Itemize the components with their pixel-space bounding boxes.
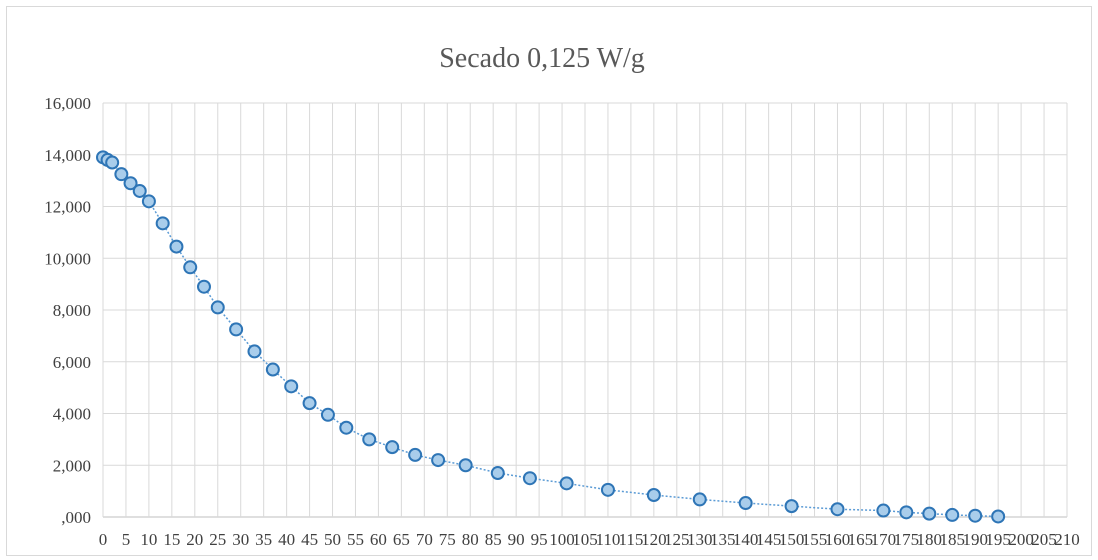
x-tick-label: 155 [802,530,828,549]
data-point [105,155,120,170]
data-point [385,440,400,455]
data-point [490,466,505,481]
data-point [646,488,661,503]
data-point [991,509,1006,524]
y-tick-label: 16,000 [44,94,91,113]
x-tick-label: 210 [1054,530,1080,549]
x-tick-label: 85 [485,530,502,549]
data-point [458,458,473,473]
data-point [522,471,537,486]
x-tick-label: 130 [687,530,713,549]
x-tick-label: 5 [122,530,131,549]
x-tick-label: 115 [618,530,643,549]
x-tick-label: 55 [347,530,364,549]
data-point [132,183,147,198]
x-tick-label: 80 [462,530,479,549]
data-point [431,453,446,468]
data-point [155,216,170,231]
series-layer [96,150,1006,524]
x-tick-label: 165 [848,530,874,549]
data-point [247,344,262,359]
data-point [899,505,914,520]
data-point [876,503,891,518]
data-point [123,176,138,191]
x-tick-label: 50 [324,530,341,549]
x-tick-label: 40 [278,530,295,549]
x-tick-label: 190 [962,530,988,549]
x-tick-label: 45 [301,530,318,549]
x-tick-label: 10 [140,530,157,549]
x-tick-label: 75 [439,530,456,549]
data-point [784,499,799,514]
data-point [922,506,937,521]
x-tick-label: 90 [508,530,525,549]
data-point [559,476,574,491]
y-tick-label: 14,000 [44,146,91,165]
scatter-chart: Secado 0,125 W/g ,000 2,000 4,000 6,000 8,00… [44,43,1080,549]
x-tick-label: 160 [825,530,851,549]
data-point [738,496,753,511]
data-point [169,239,184,254]
data-point [196,279,211,294]
x-tick-label: 145 [756,530,782,549]
y-tick-label: 10,000 [44,249,91,268]
y-tick-label: 6,000 [53,353,91,372]
x-tick-label: 35 [255,530,272,549]
x-tick-label: 25 [209,530,226,549]
data-point [265,362,280,377]
data-point [968,508,983,523]
data-point [408,447,423,462]
x-tick-label: 200 [1008,530,1034,549]
data-point [302,396,317,411]
data-point [320,407,335,422]
x-tick-label: 120 [641,530,667,549]
x-tick-label: 70 [416,530,433,549]
x-tick-label: 180 [917,530,943,549]
y-tick-label: 12,000 [44,198,91,217]
data-point [362,432,377,447]
x-tick-label: 95 [531,530,548,549]
data-point [945,507,960,522]
data-point [600,482,615,497]
x-tick-label: 135 [710,530,736,549]
x-tick-label: 110 [596,530,621,549]
data-point [830,502,845,517]
x-tick-label: 65 [393,530,410,549]
x-tick-label: 30 [232,530,249,549]
data-point [114,167,129,182]
chart-title: Secado 0,125 W/g [439,43,645,74]
x-tick-label: 125 [664,530,690,549]
x-tick-label: 0 [99,530,108,549]
grid-layer [102,102,1068,518]
series-line [102,156,999,518]
x-tick-label: 15 [163,530,180,549]
y-tick-label: 2,000 [53,456,91,475]
x-tick-label: 100 [549,530,575,549]
y-tick-label: 8,000 [53,301,91,320]
y-tick-label: ,000 [61,508,91,527]
data-point [339,420,354,435]
data-point [141,194,156,209]
x-axis: 0 5 10 15 20 25 30 35 40 45 50 55 60 65 70 75 80 85 90 95 10… [99,530,1080,549]
data-point [183,260,198,275]
data-point [210,300,225,315]
x-tick-label: 20 [186,530,203,549]
x-tick-label: 150 [779,530,805,549]
x-tick-label: 195 [985,530,1011,549]
data-point [284,379,299,394]
data-point [692,492,707,507]
x-tick-label: 170 [871,530,897,549]
x-tick-label: 60 [370,530,387,549]
x-tick-label: 140 [733,530,759,549]
x-tick-label: 205 [1031,530,1057,549]
x-tick-label: 185 [939,530,965,549]
y-tick-label: 4,000 [53,405,91,424]
chart-container: Secado 0,125 W/g ,000 2,000 4,000 6,000 8,00… [6,6,1092,556]
data-point [229,322,244,337]
x-tick-label: 105 [572,530,598,549]
y-axis: ,000 2,000 4,000 6,000 8,000 10,000 12,000 14,0… [44,94,91,527]
x-tick-label: 175 [894,530,920,549]
